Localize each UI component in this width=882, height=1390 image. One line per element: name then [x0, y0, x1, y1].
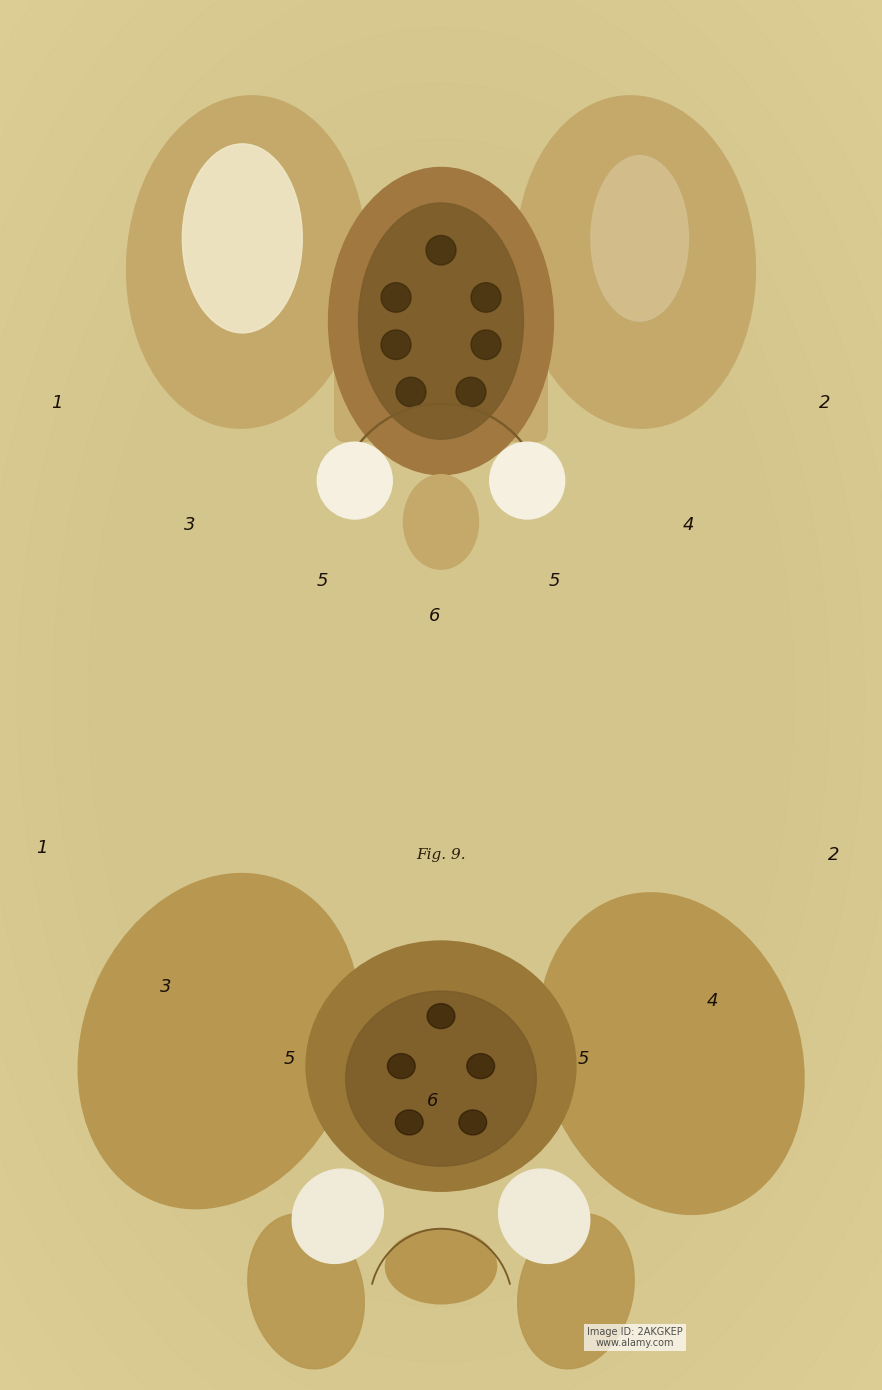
- Ellipse shape: [385, 1229, 497, 1304]
- Ellipse shape: [459, 1109, 487, 1134]
- Ellipse shape: [358, 203, 524, 439]
- Text: 4: 4: [706, 992, 719, 1009]
- Ellipse shape: [292, 1169, 384, 1264]
- Ellipse shape: [516, 96, 756, 428]
- Text: 5: 5: [578, 1051, 590, 1068]
- Text: 1: 1: [36, 840, 49, 856]
- Text: 5: 5: [316, 573, 328, 589]
- Ellipse shape: [427, 1004, 455, 1029]
- Ellipse shape: [518, 1213, 634, 1369]
- Ellipse shape: [426, 235, 456, 265]
- Text: 3: 3: [183, 517, 196, 534]
- Text: 6: 6: [429, 607, 441, 624]
- Ellipse shape: [126, 96, 366, 428]
- Text: 3: 3: [160, 979, 172, 995]
- Ellipse shape: [591, 156, 688, 321]
- Ellipse shape: [248, 1213, 364, 1369]
- Ellipse shape: [329, 167, 554, 474]
- Ellipse shape: [538, 892, 804, 1215]
- Ellipse shape: [471, 282, 501, 313]
- Ellipse shape: [490, 442, 564, 518]
- FancyBboxPatch shape: [335, 296, 473, 442]
- Ellipse shape: [346, 991, 536, 1166]
- Text: Image ID: 2AKGKEP
www.alamy.com: Image ID: 2AKGKEP www.alamy.com: [587, 1326, 683, 1348]
- Ellipse shape: [467, 1054, 495, 1079]
- Ellipse shape: [395, 1109, 423, 1134]
- Ellipse shape: [404, 474, 478, 570]
- Text: 1: 1: [51, 395, 64, 411]
- Text: 6: 6: [426, 1093, 438, 1109]
- Ellipse shape: [396, 377, 426, 407]
- Ellipse shape: [471, 329, 501, 360]
- Ellipse shape: [318, 442, 392, 518]
- Text: Fig. 9.: Fig. 9.: [416, 848, 466, 862]
- Ellipse shape: [498, 1169, 590, 1264]
- Ellipse shape: [381, 282, 411, 313]
- Ellipse shape: [456, 377, 486, 407]
- Ellipse shape: [183, 143, 303, 332]
- Text: 4: 4: [682, 517, 694, 534]
- Ellipse shape: [78, 873, 359, 1209]
- Text: 2: 2: [818, 395, 831, 411]
- Ellipse shape: [381, 329, 411, 360]
- Text: 5: 5: [283, 1051, 295, 1068]
- Text: 2: 2: [827, 847, 840, 863]
- FancyBboxPatch shape: [409, 296, 547, 442]
- Ellipse shape: [387, 1054, 415, 1079]
- Text: 5: 5: [548, 573, 560, 589]
- Ellipse shape: [306, 941, 576, 1191]
